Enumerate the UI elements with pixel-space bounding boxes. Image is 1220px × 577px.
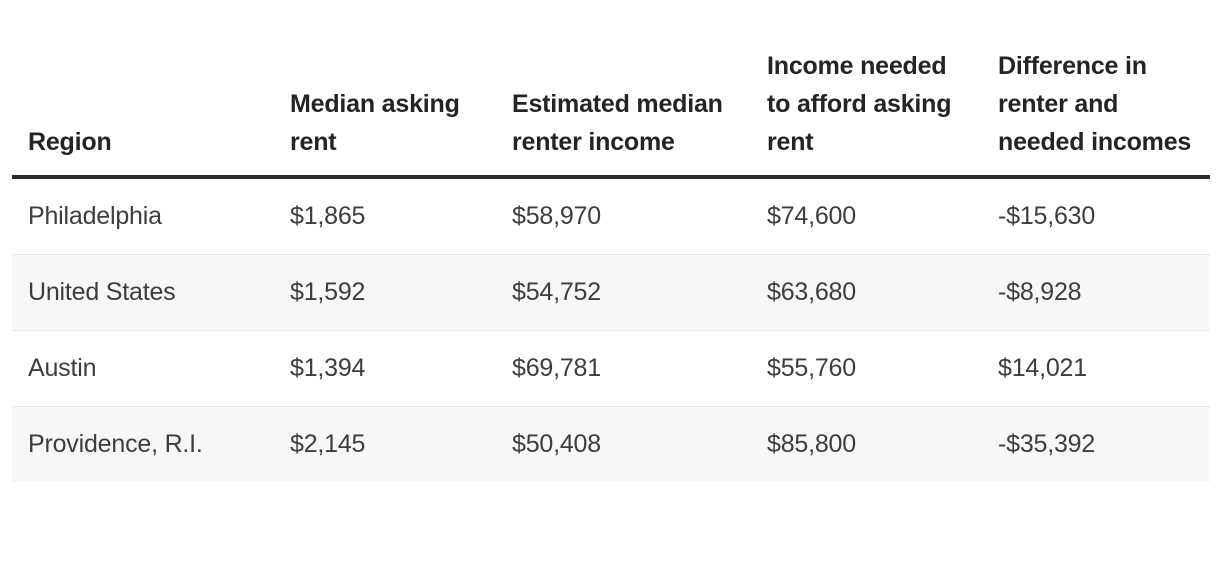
cell-income-difference: -$15,630 [982, 176, 1210, 255]
cell-renter-income: $50,408 [496, 406, 751, 482]
table-row-austin: Austin $1,394 $69,781 $55,760 $14,021 [12, 330, 1210, 407]
cell-median-asking-rent: $2,145 [274, 406, 496, 482]
rent-affordability-table: Region Median asking rent Estimated medi… [12, 47, 1210, 482]
table-row-providence: Providence, R.I. $2,145 $50,408 $85,800 … [12, 406, 1210, 482]
cell-renter-income: $58,970 [496, 176, 751, 255]
cell-income-difference: -$8,928 [982, 254, 1210, 331]
cell-income-needed: $55,760 [751, 330, 982, 407]
cell-region: Philadelphia [12, 176, 274, 255]
cell-median-asking-rent: $1,394 [274, 330, 496, 407]
column-header-median-asking-rent: Median asking rent [274, 47, 496, 179]
column-header-income-difference: Difference in renter and needed incomes [982, 47, 1210, 179]
cell-region: Austin [12, 330, 274, 407]
cell-income-needed: $85,800 [751, 406, 982, 482]
column-header-income-needed: Income needed to afford asking rent [751, 47, 982, 179]
cell-median-asking-rent: $1,592 [274, 254, 496, 331]
cell-income-needed: $74,600 [751, 176, 982, 255]
cell-region: United States [12, 254, 274, 331]
column-header-region: Region [12, 47, 274, 179]
cell-renter-income: $69,781 [496, 330, 751, 407]
cell-income-difference: $14,021 [982, 330, 1210, 407]
table-row-philadelphia: Philadelphia $1,865 $58,970 $74,600 -$15… [12, 176, 1210, 255]
cell-income-difference: -$35,392 [982, 406, 1210, 482]
header-row: Region Median asking rent Estimated medi… [12, 47, 1210, 179]
cell-renter-income: $54,752 [496, 254, 751, 331]
cell-median-asking-rent: $1,865 [274, 176, 496, 255]
cell-income-needed: $63,680 [751, 254, 982, 331]
column-header-renter-income: Estimated median renter income [496, 47, 751, 179]
table-row-united-states: United States $1,592 $54,752 $63,680 -$8… [12, 254, 1210, 331]
cell-region: Providence, R.I. [12, 406, 274, 482]
